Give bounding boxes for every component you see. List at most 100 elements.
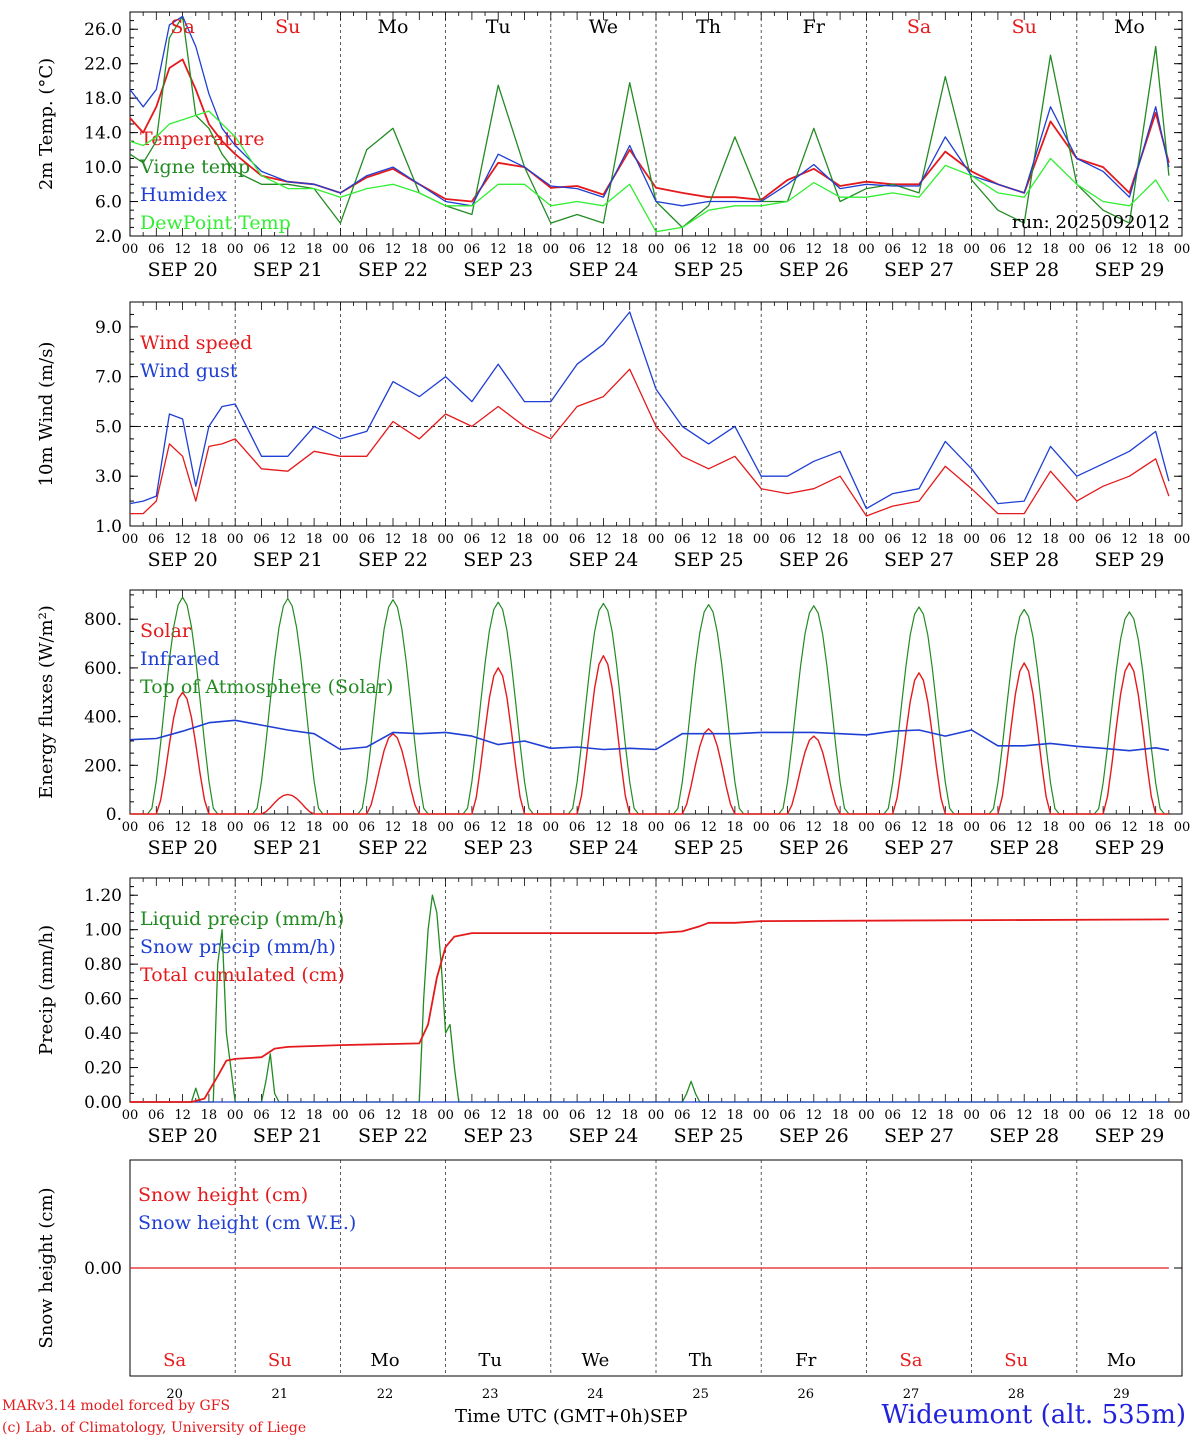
- hour-tick-label: 06: [253, 242, 270, 257]
- hour-tick-label: 00: [858, 1108, 875, 1123]
- day-number-label: 26: [798, 1387, 815, 1402]
- hour-tick-label: 06: [569, 242, 586, 257]
- date-label: SEP 22: [358, 549, 428, 571]
- hour-tick-label: 18: [832, 820, 849, 835]
- legend-entry: Snow height (cm W.E.): [138, 1212, 356, 1234]
- day-number-label: 21: [272, 1387, 289, 1402]
- y-tick-label: 400.: [84, 708, 122, 728]
- hour-tick-label: 00: [332, 1108, 349, 1123]
- hour-tick-label: 00: [1069, 532, 1086, 547]
- hour-tick-label: 12: [700, 242, 717, 257]
- date-label: SEP 20: [148, 837, 218, 859]
- panel-frame: [129, 589, 1183, 815]
- hour-tick-label: 18: [1147, 242, 1164, 257]
- hour-tick-label: 18: [1042, 1108, 1059, 1123]
- hour-tick-label: 18: [201, 1108, 218, 1123]
- hour-tick-label: 00: [437, 532, 454, 547]
- y-tick-label: 0.: [106, 805, 122, 825]
- day-number-label: 23: [482, 1387, 499, 1402]
- date-label: SEP 24: [568, 1125, 638, 1147]
- hour-tick-label: 00: [332, 820, 349, 835]
- hour-tick-label: 06: [884, 1108, 901, 1123]
- day-number-label: 25: [692, 1387, 709, 1402]
- date-label: SEP 26: [779, 837, 849, 859]
- date-label: SEP 26: [779, 259, 849, 281]
- hour-tick-label: 00: [648, 820, 665, 835]
- series-wind-gust: [129, 311, 1170, 510]
- hour-tick-label: 00: [963, 532, 980, 547]
- panel-energy: 0. 200. 400. 600. 800. Energy fluxes (W/m²) 00…: [36, 589, 1191, 859]
- hour-tick-label: 12: [595, 532, 612, 547]
- legend-entry: Snow precip (mm/h): [140, 936, 336, 958]
- weekday-label: Sa: [907, 16, 931, 38]
- legend-entry: Wind gust: [140, 360, 238, 382]
- hour-tick-label: 18: [516, 1108, 533, 1123]
- y-tick-label: 18.0: [84, 89, 122, 109]
- hour-tick-label: 12: [595, 1108, 612, 1123]
- hour-tick-label: 18: [306, 820, 323, 835]
- y-tick-label: 600.: [84, 659, 122, 679]
- day-number-label: 28: [1008, 1387, 1025, 1402]
- y-tick-label: 1.20: [84, 886, 122, 906]
- hour-tick-label: 18: [411, 1108, 428, 1123]
- series-vigne-temp: [129, 15, 1170, 229]
- date-label: SEP 20: [148, 259, 218, 281]
- hour-tick-label: 18: [1042, 532, 1059, 547]
- hour-tick-label: 06: [253, 532, 270, 547]
- hour-tick-label: 00: [227, 242, 244, 257]
- hour-tick-label: 00: [753, 242, 770, 257]
- hour-tick-label: 18: [937, 242, 954, 257]
- hour-tick-label: 00: [122, 532, 139, 547]
- weekday-label: Fr: [795, 1350, 816, 1371]
- hour-tick-label: 18: [411, 820, 428, 835]
- weekday-label: Th: [689, 1350, 713, 1371]
- hour-tick-label: 06: [884, 242, 901, 257]
- date-label: SEP 29: [1094, 1125, 1164, 1147]
- hour-tick-label: 18: [1147, 820, 1164, 835]
- hour-tick-label: 12: [700, 532, 717, 547]
- y-tick-label: 0.60: [84, 990, 122, 1010]
- y-tick-label: 800.: [84, 610, 122, 630]
- hour-tick-label: 06: [1095, 242, 1112, 257]
- weekday-label: Sa: [170, 16, 194, 38]
- date-label: SEP 27: [884, 259, 954, 281]
- y-tick-label: 5.0: [95, 417, 122, 437]
- hour-tick-label: 12: [1121, 532, 1138, 547]
- hour-tick-label: 12: [174, 242, 191, 257]
- weekday-label: Sa: [163, 1350, 186, 1371]
- hour-tick-label: 00: [543, 1108, 560, 1123]
- hour-tick-label: 12: [595, 820, 612, 835]
- hour-tick-label: 06: [674, 532, 691, 547]
- y-tick-label: 0.40: [84, 1024, 122, 1044]
- day-number-label: 20: [166, 1387, 183, 1402]
- date-label: SEP 29: [1094, 837, 1164, 859]
- hour-tick-label: 06: [884, 532, 901, 547]
- hour-tick-label: 00: [1174, 820, 1191, 835]
- x-axis-title: Time UTC (GMT+0h)SEP: [455, 1406, 687, 1427]
- y-tick-label: 26.0: [84, 20, 122, 40]
- hour-tick-label: 12: [385, 532, 402, 547]
- hour-tick-label: 12: [280, 242, 297, 257]
- hour-tick-label: 18: [1042, 242, 1059, 257]
- hour-tick-label: 18: [516, 242, 533, 257]
- model-credit: MARv3.14 model forced by GFS: [2, 1398, 231, 1414]
- weekday-label: Sa: [899, 1350, 922, 1371]
- hour-tick-label: 12: [490, 532, 507, 547]
- date-label: SEP 28: [989, 837, 1059, 859]
- hour-tick-label: 00: [122, 242, 139, 257]
- series-temperature: [129, 58, 1170, 203]
- hour-tick-label: 18: [306, 1108, 323, 1123]
- series-dewpoint-temp: [129, 110, 1170, 233]
- hour-tick-label: 06: [148, 242, 165, 257]
- weekday-label: Tu: [486, 16, 511, 38]
- hour-tick-label: 06: [464, 242, 481, 257]
- y-tick-label: 10.0: [84, 158, 122, 178]
- hour-tick-label: 06: [148, 1108, 165, 1123]
- hour-tick-label: 12: [1121, 242, 1138, 257]
- hour-tick-label: 00: [1174, 1108, 1191, 1123]
- hour-tick-label: 00: [1174, 532, 1191, 547]
- hour-tick-label: 18: [937, 1108, 954, 1123]
- hour-tick-label: 12: [490, 242, 507, 257]
- date-label: SEP 23: [463, 549, 533, 571]
